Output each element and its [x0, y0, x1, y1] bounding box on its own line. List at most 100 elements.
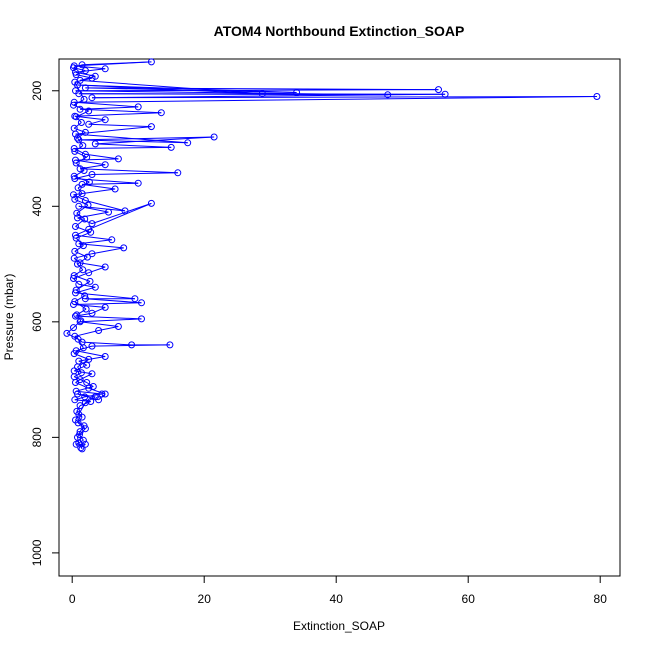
y-tick-label: 400 — [30, 196, 44, 216]
data-point — [77, 317, 85, 325]
series-line-segment — [91, 247, 124, 255]
data-point — [88, 220, 96, 228]
data-point — [134, 179, 142, 187]
series-line-segment — [74, 198, 89, 206]
data-point — [95, 327, 103, 334]
data-point — [87, 228, 95, 236]
data-point — [72, 387, 80, 395]
series-line-segment — [88, 202, 152, 230]
data-point — [75, 240, 83, 248]
data-point — [70, 373, 78, 381]
series-line-segment — [75, 110, 89, 118]
series-line-segment — [76, 350, 106, 357]
series-line-segment — [75, 218, 86, 227]
x-tick-label: 0 — [69, 592, 76, 606]
series-line-segment — [74, 101, 139, 108]
data-point — [80, 95, 88, 103]
data-point — [114, 323, 122, 330]
data-point — [131, 295, 139, 303]
series-line-segment — [74, 396, 85, 401]
data-point — [74, 184, 82, 192]
series-line-segment — [74, 150, 87, 158]
series-line-segment — [80, 321, 119, 327]
series-line-segment — [80, 106, 139, 110]
data-point — [73, 311, 81, 319]
series-line-segment — [95, 143, 172, 148]
data-point — [74, 214, 81, 222]
series-line-segment — [77, 84, 263, 95]
data-point — [88, 94, 96, 102]
data-point — [293, 89, 301, 96]
data-point — [72, 289, 79, 297]
data-point — [101, 65, 109, 73]
data-point — [70, 191, 77, 199]
data-point — [74, 134, 81, 142]
series-line-segment — [82, 183, 116, 190]
series-line-segment — [85, 200, 126, 212]
data-point — [76, 428, 84, 436]
series-line-segment — [73, 194, 86, 201]
data-point — [77, 119, 85, 126]
series-line-segment — [74, 245, 84, 252]
data-point — [74, 419, 82, 427]
data-point — [76, 165, 84, 173]
data-point — [70, 101, 77, 109]
data-point — [70, 324, 77, 332]
data-point — [72, 223, 79, 230]
series-line-segment — [73, 257, 81, 264]
data-point — [114, 155, 122, 163]
series-line-segment — [73, 320, 82, 328]
series-line-segment — [74, 112, 162, 117]
data-point — [78, 413, 86, 421]
data-point — [75, 280, 83, 288]
data-point — [70, 124, 78, 132]
series-line-segment — [73, 64, 83, 69]
series-line-segment — [80, 262, 106, 268]
data-point — [121, 207, 129, 215]
data-point — [71, 247, 79, 255]
series-line-segment — [76, 212, 85, 220]
data-point — [70, 350, 78, 358]
data-point — [85, 269, 93, 277]
data-point — [70, 172, 78, 180]
y-tick-label: 200 — [30, 80, 44, 100]
series-line-segment — [78, 205, 126, 212]
series-line-segment — [75, 439, 84, 445]
data-point — [74, 363, 81, 371]
data-point — [147, 123, 155, 131]
data-point — [72, 231, 79, 239]
data-point — [91, 140, 99, 148]
data-point — [81, 292, 89, 300]
series-line-segment — [85, 396, 96, 404]
x-tick-label: 20 — [198, 592, 212, 606]
data-point — [81, 295, 89, 303]
chart-title: ATOM4 Northbound Extinction_SOAP — [214, 23, 465, 39]
data-point — [72, 440, 80, 448]
series-line-segment — [80, 164, 106, 170]
data-point — [138, 299, 145, 307]
data-point — [70, 98, 78, 106]
series-line-segment — [76, 308, 87, 316]
series-line-segment — [74, 178, 139, 184]
data-point — [71, 396, 79, 404]
data-point — [85, 107, 93, 115]
data-point — [73, 209, 81, 217]
series-line-segment — [74, 330, 99, 337]
data-point — [86, 277, 94, 285]
data-point — [70, 145, 78, 152]
data-point — [79, 242, 87, 250]
series-line-segment — [77, 416, 83, 424]
data-point — [78, 61, 86, 69]
series-line-segment — [74, 301, 87, 310]
series-line-segment — [79, 373, 93, 381]
y-axis: 200 400 600 800 1000 — [30, 80, 60, 566]
data-point — [95, 396, 103, 404]
data-marks — [63, 58, 601, 453]
data-point — [79, 344, 87, 352]
series-line-segment — [85, 153, 119, 160]
data-point — [81, 215, 89, 223]
data-point — [81, 425, 89, 433]
data-point — [79, 266, 87, 274]
series-line-segment — [79, 401, 91, 407]
data-point — [70, 272, 78, 280]
